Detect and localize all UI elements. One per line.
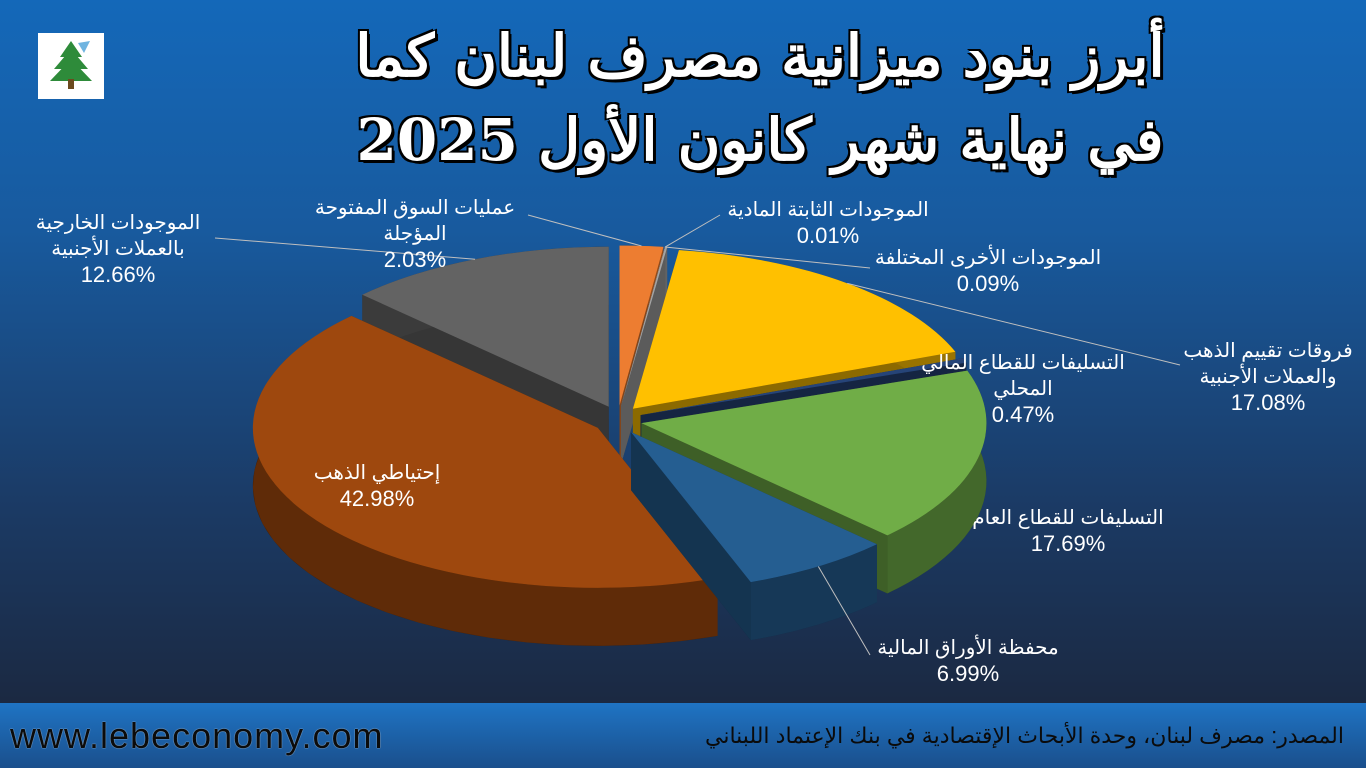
leader-line	[817, 566, 871, 656]
slice	[641, 370, 987, 536]
category-label: الموجودات الخارجية بالعملات الأجنبية	[35, 212, 201, 260]
data-label: الموجودات الخارجية بالعملات الأجنبية 12.6…	[13, 210, 223, 288]
data-label: التسليفات للقطاع العام 17.69%	[948, 505, 1188, 557]
data-label: الموجودات الثابتة المادية 0.01%	[698, 197, 958, 249]
value-label: 0.01%	[796, 223, 860, 248]
slice	[621, 247, 666, 406]
leader-line	[664, 214, 721, 248]
slice	[621, 247, 668, 406]
title-line: أبرز بنود ميزانية مصرف لبنان كما	[355, 22, 1165, 90]
category-label: الموجودات الثابتة المادية	[727, 199, 929, 221]
slice-band	[665, 247, 668, 306]
category-label: فروقات تقييم الذهب والعملات الأجنبية	[1183, 340, 1353, 388]
data-label: إحتياطي الذهب 42.98%	[277, 460, 477, 512]
category-label: إحتياطي الذهب	[313, 462, 441, 484]
data-label: فروقات تقييم الذهب والعملات الأجنبية 17.0…	[1168, 338, 1366, 416]
slice	[619, 245, 664, 406]
data-label: الموجودات الأخرى المختلفة 0.09%	[858, 245, 1118, 297]
slice-wall	[621, 247, 668, 464]
leader-line	[527, 214, 642, 247]
data-label: محفظة الأوراق المالية 6.99%	[848, 635, 1088, 687]
category-label: التسليفات للقطاع المالي المحلي	[921, 352, 1125, 400]
category-label: محفظة الأوراق المالية	[877, 637, 1059, 659]
logo	[38, 33, 104, 99]
cedar-trunk	[68, 79, 74, 89]
value-label: 0.09%	[956, 271, 1020, 296]
leader-line	[666, 246, 871, 269]
slice	[362, 246, 609, 407]
slice-wall	[631, 432, 751, 641]
value-label: 6.99%	[936, 661, 1000, 686]
slice-band	[750, 544, 877, 641]
slice-band	[887, 370, 987, 594]
title-line: في نهاية شهر كانون الأول 2025	[356, 106, 1164, 174]
value-label: 2.03%	[383, 247, 447, 272]
source: المصدر: مصرف لبنان، وحدة الأبحاث الإقتصا…	[705, 723, 1344, 748]
value-label: 17.69%	[1030, 531, 1106, 556]
leader-line	[847, 282, 1181, 366]
footer: www.lebeconomy.com المصدر: مصرف لبنان، و…	[0, 703, 1366, 768]
category-label: عمليات السوق المفتوحة المؤجلة	[314, 197, 516, 245]
category-label: الموجودات الأخرى المختلفة	[874, 247, 1102, 269]
cedar-part	[50, 59, 92, 81]
leader-line	[214, 237, 476, 260]
slice	[640, 358, 967, 416]
chart	[214, 214, 1181, 656]
cedar-icon	[50, 41, 92, 89]
slice	[252, 315, 718, 588]
value-label: 17.08%	[1230, 390, 1306, 415]
data-label: عمليات السوق المفتوحة المؤجلة 2.03%	[295, 195, 535, 273]
slice	[632, 250, 956, 409]
value-label: 12.66%	[80, 262, 156, 287]
website: www.lebeconomy.com	[10, 715, 384, 756]
slice	[631, 432, 877, 583]
category-label: التسليفات للقطاع العام	[972, 507, 1164, 529]
value-label: 42.98%	[339, 486, 415, 511]
title: أبرز بنود ميزانية مصرف لبنان كما في نهاي…	[230, 14, 1290, 182]
slice-band	[252, 315, 718, 646]
value-label: 0.47%	[991, 402, 1055, 427]
cedar-accent	[78, 41, 90, 53]
data-label: التسليفات للقطاع المالي المحلي 0.47%	[908, 350, 1138, 428]
